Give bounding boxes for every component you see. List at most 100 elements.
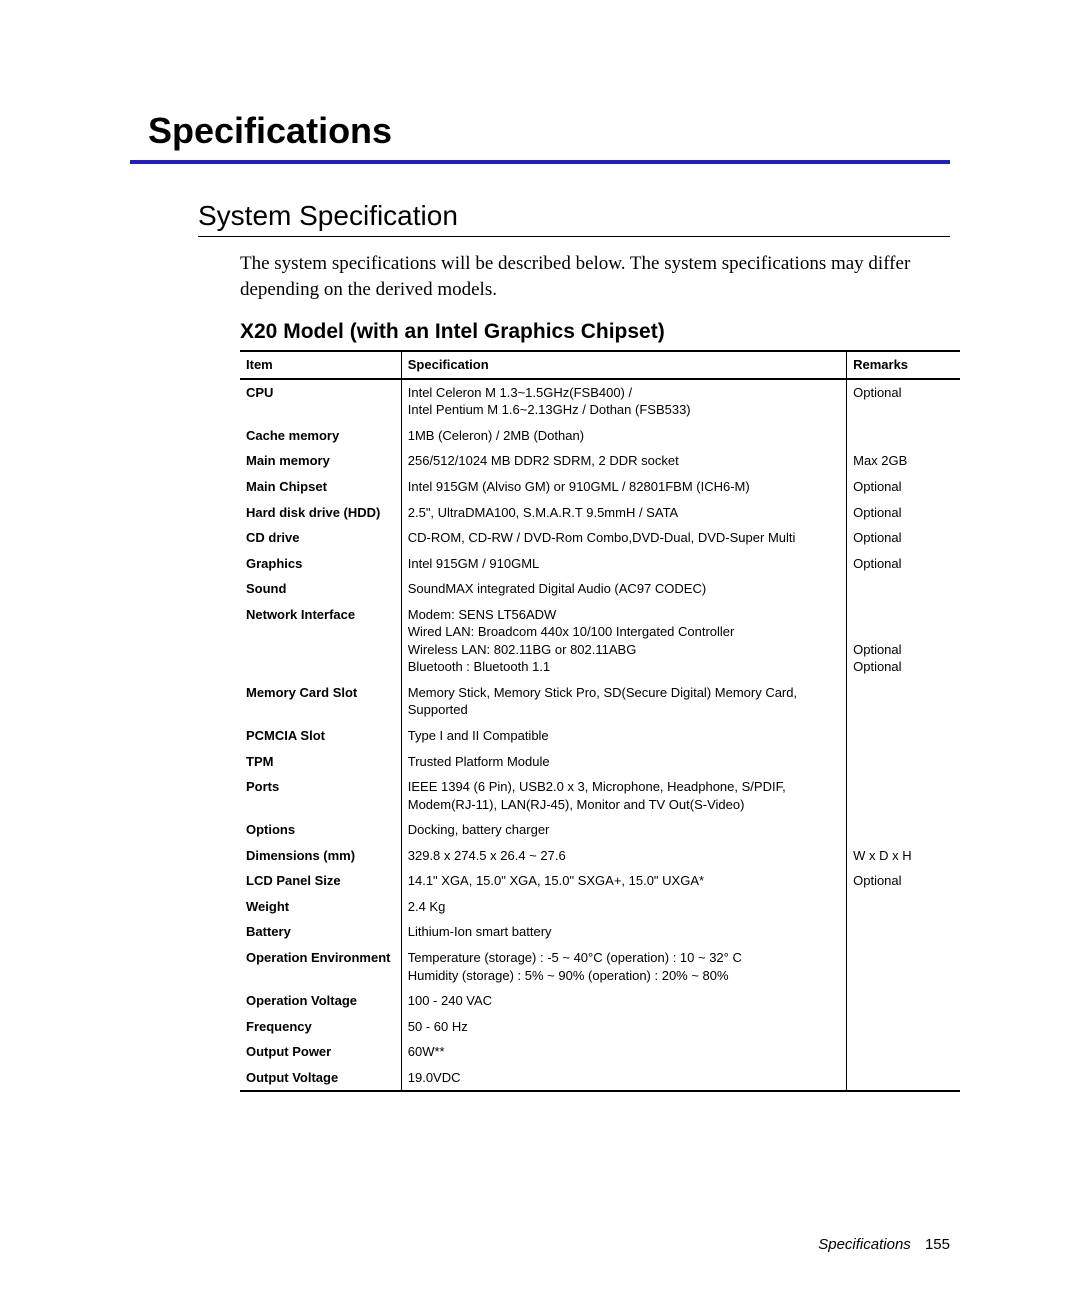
page: Specifications System Specification The … xyxy=(0,0,1080,1309)
cell-spec: SoundMAX integrated Digital Audio (AC97 … xyxy=(401,576,846,602)
cell-remarks xyxy=(847,723,960,749)
cell-remarks xyxy=(847,817,960,843)
cell-spec: 329.8 x 274.5 x 26.4 ~ 27.6 xyxy=(401,843,846,869)
spec-table: Item Specification Remarks CPUIntel Cele… xyxy=(240,350,960,1092)
cell-spec: 50 - 60 Hz xyxy=(401,1014,846,1040)
cell-remarks xyxy=(847,423,960,449)
cell-item: Battery xyxy=(240,919,401,945)
cell-remarks xyxy=(847,774,960,817)
cell-remarks xyxy=(847,1065,960,1092)
table-row: Frequency50 - 60 Hz xyxy=(240,1014,960,1040)
cell-item: Graphics xyxy=(240,551,401,577)
header-spec: Specification xyxy=(401,351,846,379)
cell-spec: 2.5", UltraDMA100, S.M.A.R.T 9.5mmH / SA… xyxy=(401,500,846,526)
intro-paragraph: The system specifications will be descri… xyxy=(240,251,950,302)
cell-item: Main memory xyxy=(240,448,401,474)
cell-spec: Docking, battery charger xyxy=(401,817,846,843)
subheading: X20 Model (with an Intel Graphics Chipse… xyxy=(240,320,950,344)
cell-item: Main Chipset xyxy=(240,474,401,500)
page-footer: Specifications 155 xyxy=(818,1236,950,1253)
table-row: Memory Card SlotMemory Stick, Memory Sti… xyxy=(240,680,960,723)
cell-item: Sound xyxy=(240,576,401,602)
table-row: Operation Voltage100 - 240 VAC xyxy=(240,988,960,1014)
cell-remarks xyxy=(847,576,960,602)
table-row: BatteryLithium-Ion smart battery xyxy=(240,919,960,945)
table-row: Hard disk drive (HDD)2.5", UltraDMA100, … xyxy=(240,500,960,526)
cell-spec: 1MB (Celeron) / 2MB (Dothan) xyxy=(401,423,846,449)
cell-spec: CD-ROM, CD-RW / DVD-Rom Combo,DVD-Dual, … xyxy=(401,525,846,551)
cell-spec: Intel Celeron M 1.3~1.5GHz(FSB400) / Int… xyxy=(401,379,846,423)
cell-item: Output Voltage xyxy=(240,1065,401,1092)
header-item: Item xyxy=(240,351,401,379)
cell-spec: 19.0VDC xyxy=(401,1065,846,1092)
cell-remarks xyxy=(847,945,960,988)
cell-remarks: Optional xyxy=(847,551,960,577)
section-title: System Specification xyxy=(198,200,950,232)
table-row: Main memory256/512/1024 MB DDR2 SDRM, 2 … xyxy=(240,448,960,474)
table-row: CPUIntel Celeron M 1.3~1.5GHz(FSB400) / … xyxy=(240,379,960,423)
cell-item: Network Interface xyxy=(240,602,401,680)
cell-spec: Lithium-Ion smart battery xyxy=(401,919,846,945)
cell-spec: 14.1" XGA, 15.0" XGA, 15.0" SXGA+, 15.0"… xyxy=(401,868,846,894)
cell-spec: Intel 915GM / 910GML xyxy=(401,551,846,577)
cell-item: Dimensions (mm) xyxy=(240,843,401,869)
table-row: GraphicsIntel 915GM / 910GMLOptional xyxy=(240,551,960,577)
cell-spec: 2.4 Kg xyxy=(401,894,846,920)
table-row: OptionsDocking, battery charger xyxy=(240,817,960,843)
cell-spec: 60W** xyxy=(401,1039,846,1065)
table-row: Output Power60W** xyxy=(240,1039,960,1065)
cell-spec: Temperature (storage) : -5 ~ 40°C (opera… xyxy=(401,945,846,988)
chapter-title: Specifications xyxy=(148,110,950,152)
table-row: PortsIEEE 1394 (6 Pin), USB2.0 x 3, Micr… xyxy=(240,774,960,817)
cell-item: Hard disk drive (HDD) xyxy=(240,500,401,526)
cell-remarks: W x D x H xyxy=(847,843,960,869)
cell-remarks: Optional xyxy=(847,525,960,551)
cell-item: PCMCIA Slot xyxy=(240,723,401,749)
header-remarks: Remarks xyxy=(847,351,960,379)
table-row: Cache memory1MB (Celeron) / 2MB (Dothan) xyxy=(240,423,960,449)
cell-item: Cache memory xyxy=(240,423,401,449)
section-rule xyxy=(198,236,950,237)
cell-spec: Memory Stick, Memory Stick Pro, SD(Secur… xyxy=(401,680,846,723)
cell-spec: Intel 915GM (Alviso GM) or 910GML / 8280… xyxy=(401,474,846,500)
footer-page-number: 155 xyxy=(925,1236,950,1253)
table-row: LCD Panel Size14.1" XGA, 15.0" XGA, 15.0… xyxy=(240,868,960,894)
cell-remarks xyxy=(847,988,960,1014)
cell-item: TPM xyxy=(240,749,401,775)
table-row: Dimensions (mm)329.8 x 274.5 x 26.4 ~ 27… xyxy=(240,843,960,869)
cell-item: Frequency xyxy=(240,1014,401,1040)
cell-remarks xyxy=(847,749,960,775)
cell-spec: IEEE 1394 (6 Pin), USB2.0 x 3, Microphon… xyxy=(401,774,846,817)
cell-remarks xyxy=(847,1039,960,1065)
cell-remarks: Optional xyxy=(847,379,960,423)
table-row: SoundSoundMAX integrated Digital Audio (… xyxy=(240,576,960,602)
table-row: Network InterfaceModem: SENS LT56ADW Wir… xyxy=(240,602,960,680)
cell-remarks: Optional xyxy=(847,868,960,894)
cell-remarks xyxy=(847,680,960,723)
cell-item: LCD Panel Size xyxy=(240,868,401,894)
table-row: CD driveCD-ROM, CD-RW / DVD-Rom Combo,DV… xyxy=(240,525,960,551)
table-row: TPMTrusted Platform Module xyxy=(240,749,960,775)
cell-item: Options xyxy=(240,817,401,843)
cell-item: CD drive xyxy=(240,525,401,551)
cell-remarks xyxy=(847,1014,960,1040)
cell-spec: 100 - 240 VAC xyxy=(401,988,846,1014)
cell-remarks: Optional xyxy=(847,474,960,500)
table-header-row: Item Specification Remarks xyxy=(240,351,960,379)
cell-remarks xyxy=(847,919,960,945)
cell-item: Ports xyxy=(240,774,401,817)
table-row: Operation EnvironmentTemperature (storag… xyxy=(240,945,960,988)
cell-remarks: Optional Optional xyxy=(847,602,960,680)
cell-item: Weight xyxy=(240,894,401,920)
cell-spec: Trusted Platform Module xyxy=(401,749,846,775)
cell-item: Memory Card Slot xyxy=(240,680,401,723)
chapter-rule xyxy=(130,160,950,164)
cell-item: Output Power xyxy=(240,1039,401,1065)
table-row: Output Voltage19.0VDC xyxy=(240,1065,960,1092)
table-row: Weight2.4 Kg xyxy=(240,894,960,920)
cell-item: CPU xyxy=(240,379,401,423)
cell-remarks xyxy=(847,894,960,920)
cell-remarks: Optional xyxy=(847,500,960,526)
table-row: PCMCIA SlotType I and II Compatible xyxy=(240,723,960,749)
cell-item: Operation Voltage xyxy=(240,988,401,1014)
